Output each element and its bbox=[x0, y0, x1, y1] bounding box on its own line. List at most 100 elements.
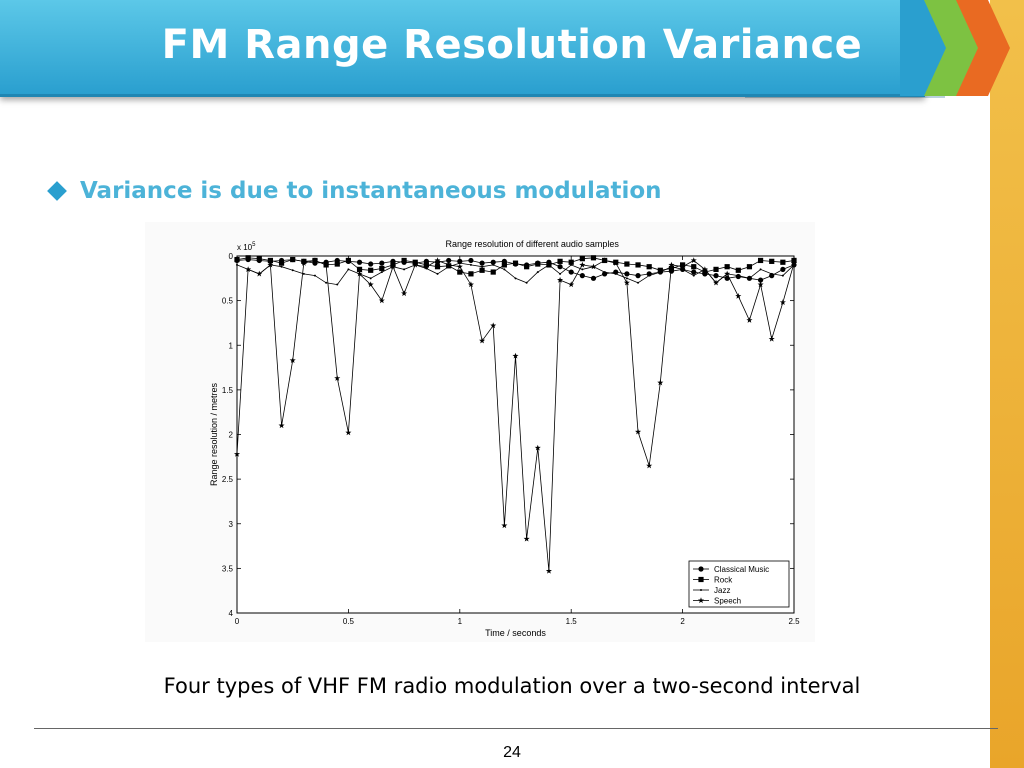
data-point bbox=[790, 259, 798, 266]
data-point bbox=[446, 257, 452, 264]
chevron-arrows-icon bbox=[900, 0, 1010, 96]
data-point bbox=[525, 281, 528, 284]
data-point bbox=[367, 281, 374, 288]
y-tick-label: 0 bbox=[229, 252, 234, 261]
data-point bbox=[635, 273, 641, 279]
data-point bbox=[646, 264, 652, 270]
page-number: 24 bbox=[503, 744, 521, 761]
data-point bbox=[356, 266, 363, 272]
data-point bbox=[412, 261, 419, 268]
legend-label: Jazz bbox=[714, 586, 730, 595]
data-point bbox=[779, 299, 786, 305]
data-point bbox=[245, 255, 251, 261]
data-point bbox=[457, 269, 463, 275]
data-point bbox=[724, 264, 730, 270]
data-point bbox=[757, 281, 764, 288]
data-point bbox=[401, 257, 407, 264]
data-point bbox=[780, 259, 786, 265]
data-point bbox=[289, 357, 296, 364]
data-point bbox=[490, 322, 497, 329]
y-tick-label: 0.5 bbox=[222, 297, 234, 306]
data-point bbox=[445, 261, 452, 268]
data-point bbox=[434, 257, 441, 264]
data-point bbox=[545, 567, 552, 574]
data-point bbox=[347, 268, 350, 271]
data-point bbox=[267, 261, 274, 268]
data-point bbox=[568, 281, 575, 288]
data-point bbox=[724, 270, 731, 277]
legend-marker bbox=[698, 566, 704, 572]
bullet-item: Variance is due to instantaneous modulat… bbox=[47, 178, 662, 204]
data-point bbox=[379, 265, 385, 272]
data-point bbox=[345, 429, 352, 436]
y-multiplier-exponent: 5 bbox=[252, 242, 256, 248]
data-point bbox=[389, 263, 396, 270]
y-tick-label: 2 bbox=[229, 431, 234, 440]
data-point bbox=[369, 277, 372, 280]
y-tick-label: 3.5 bbox=[222, 564, 234, 573]
footer-divider bbox=[34, 728, 998, 729]
data-point bbox=[535, 261, 541, 267]
data-point bbox=[547, 263, 550, 266]
data-point bbox=[512, 260, 519, 266]
x-axis-label: Time / seconds bbox=[485, 628, 546, 638]
data-point bbox=[659, 271, 662, 274]
data-point bbox=[234, 256, 240, 263]
data-point bbox=[423, 263, 430, 270]
data-point bbox=[291, 269, 294, 272]
data-point bbox=[501, 262, 507, 268]
figure-caption: Four types of VHF FM radio modulation ov… bbox=[163, 674, 861, 698]
data-point bbox=[245, 266, 252, 272]
data-point bbox=[490, 259, 496, 265]
data-point bbox=[581, 268, 584, 271]
data-point bbox=[468, 257, 474, 264]
data-point bbox=[579, 261, 586, 268]
y-axis-multiplier: x 105 bbox=[237, 242, 256, 252]
data-point bbox=[323, 261, 330, 268]
data-point bbox=[713, 273, 719, 279]
data-point bbox=[501, 522, 508, 529]
legend-marker bbox=[700, 589, 702, 591]
data-point bbox=[624, 261, 630, 267]
data-point bbox=[614, 272, 617, 275]
x-tick-label: 2.5 bbox=[788, 617, 800, 626]
data-point bbox=[523, 535, 530, 542]
data-point bbox=[278, 422, 285, 429]
x-tick-label: 1.5 bbox=[566, 617, 578, 626]
data-point bbox=[479, 260, 485, 266]
data-point bbox=[492, 263, 495, 266]
bullet-text: Variance is due to instantaneous modulat… bbox=[80, 178, 662, 204]
data-point bbox=[603, 271, 606, 274]
data-point bbox=[356, 270, 363, 277]
data-point bbox=[748, 277, 751, 280]
x-tick-label: 1 bbox=[458, 617, 463, 626]
data-point bbox=[557, 258, 563, 264]
data-point bbox=[290, 256, 296, 263]
data-point bbox=[701, 266, 708, 272]
data-point bbox=[380, 271, 383, 274]
data-point bbox=[336, 283, 339, 286]
data-point bbox=[233, 450, 241, 457]
data-point bbox=[668, 261, 675, 268]
data-point bbox=[770, 272, 773, 275]
y-tick-label: 1 bbox=[229, 341, 234, 350]
data-point bbox=[514, 277, 517, 280]
accent-strip bbox=[990, 0, 1024, 768]
legend-label: Rock bbox=[714, 576, 733, 585]
data-point bbox=[479, 267, 485, 273]
data-point bbox=[690, 257, 697, 264]
data-point bbox=[345, 257, 351, 264]
range-resolution-chart: 0 0.5 1 1.5 2 2.5 0 0.5 1 1.5 2 2.5 3 3.5 4 Range reso… bbox=[145, 222, 815, 642]
data-point bbox=[570, 263, 573, 266]
data-point bbox=[625, 277, 628, 280]
data-point bbox=[691, 269, 697, 275]
data-point bbox=[467, 281, 474, 288]
legend-label: Classical Music bbox=[714, 565, 769, 574]
data-point bbox=[590, 255, 597, 261]
x-tick-label: 0 bbox=[235, 617, 240, 626]
data-point bbox=[612, 259, 619, 266]
data-point bbox=[325, 281, 328, 284]
data-point bbox=[457, 258, 463, 264]
data-point bbox=[692, 274, 695, 277]
